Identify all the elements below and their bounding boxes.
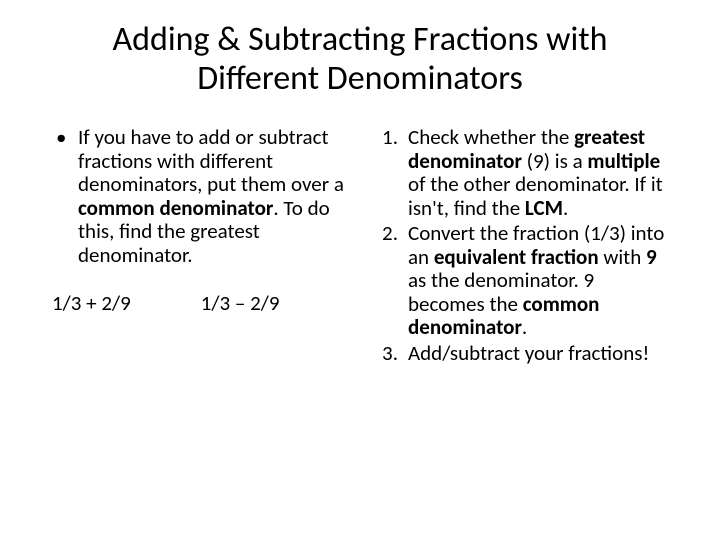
text-seg: . [563,195,568,221]
example-subtract: 1/3 – 2/9 [201,290,280,316]
right-column: 1. Check whether the greatest denominato… [370,126,670,367]
bullet-bold-common-denominator: common denominator [78,195,273,221]
bullet-marker: • [50,126,78,267]
list-marker: 3. [370,342,408,366]
numbered-list: 1. Check whether the greatest denominato… [370,126,670,365]
bold-seg: equivalent fraction [434,244,599,270]
bullet-text-part1: If you have to add or subtract fractions… [78,124,344,197]
bold-seg: LCM [525,195,563,221]
list-text: Add/subtract your fractions! [408,342,670,366]
bold-seg: multiple [587,148,660,174]
example-add: 1/3 + 2/9 [52,290,131,316]
text-seg: Add/subtract your fractions! [408,340,649,366]
text-seg: Check whether the [408,124,574,150]
bullet-item: • If you have to add or subtract fractio… [50,126,350,267]
list-marker: 1. [370,126,408,220]
list-item: 3. Add/subtract your fractions! [370,342,670,366]
content-columns: • If you have to add or subtract fractio… [50,126,670,367]
text-seg: . [522,314,527,340]
list-item: 2. Convert the fraction (1/3) into an eq… [370,222,670,340]
fraction-examples: 1/3 + 2/9 1/3 – 2/9 [50,291,350,315]
text-seg: with [599,244,646,270]
left-column: • If you have to add or subtract fractio… [50,126,350,367]
list-text: Convert the fraction (1/3) into an equiv… [408,222,670,340]
bullet-text: If you have to add or subtract fractions… [78,126,350,267]
text-seg: (9) is a [522,148,587,174]
list-marker: 2. [370,222,408,340]
list-item: 1. Check whether the greatest denominato… [370,126,670,220]
bold-seg: 9 [646,244,657,270]
list-text: Check whether the greatest denominator (… [408,126,670,220]
slide-title: Adding & Subtracting Fractions with Diff… [50,20,670,98]
